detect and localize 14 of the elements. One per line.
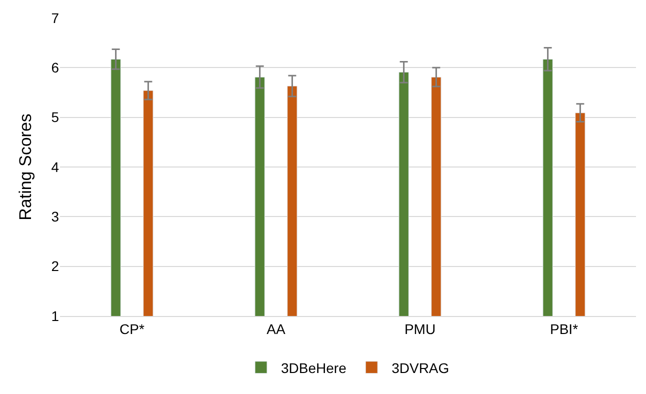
legend-label: 3DBeHere	[281, 360, 347, 376]
y-tick-label: 7	[51, 10, 60, 26]
legend-label: 3DVRAG	[392, 360, 450, 376]
x-tick-label: PMU	[404, 320, 436, 337]
y-tick-label: 5	[51, 109, 60, 126]
y-tick-label: 3	[51, 208, 60, 225]
y-tick-label: 4	[51, 158, 60, 175]
y-tick-label: 6	[51, 60, 60, 76]
y-tick-label: 1	[51, 308, 60, 324]
y-tick-label: 2	[51, 258, 60, 274]
x-tick-label: CP*	[120, 320, 145, 337]
x-tick-label: AA	[266, 320, 286, 337]
x-tick-label: PBI*	[550, 320, 579, 337]
y-axis-title: Rating Scores	[16, 114, 35, 220]
